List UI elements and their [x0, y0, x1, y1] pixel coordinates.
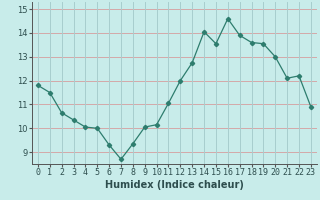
X-axis label: Humidex (Indice chaleur): Humidex (Indice chaleur)	[105, 180, 244, 190]
